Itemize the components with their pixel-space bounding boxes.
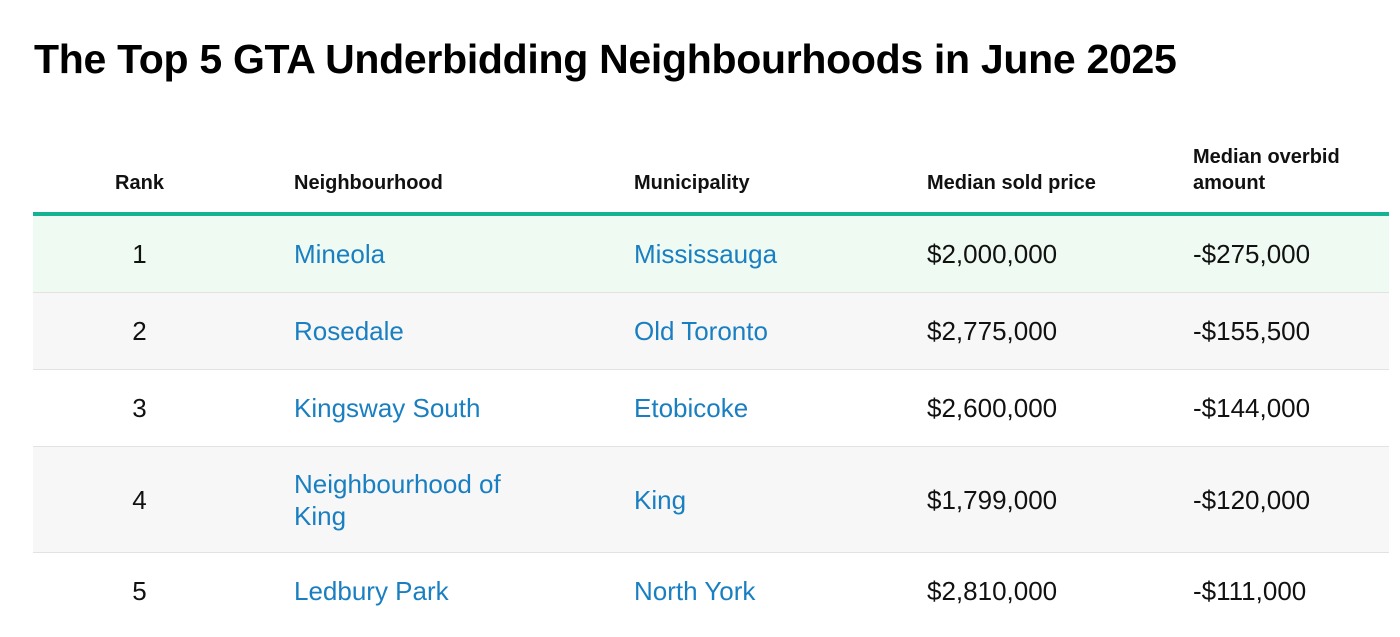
- municipality-link[interactable]: North York: [634, 576, 756, 606]
- table-row: 4 Neighbourhood of King King $1,799,000 …: [33, 447, 1389, 553]
- median-overbid-cell: -$111,000: [1193, 576, 1307, 606]
- page-title: The Top 5 GTA Underbidding Neighbourhood…: [34, 36, 1177, 82]
- median-sold-price-cell: $2,600,000: [927, 393, 1058, 423]
- header-rank[interactable]: Rank: [115, 172, 164, 194]
- neighbourhood-link[interactable]: Kingsway South: [294, 393, 481, 423]
- table-row: 3 Kingsway South Etobicoke $2,600,000 -$…: [33, 370, 1389, 447]
- rank-cell: 3: [132, 393, 147, 423]
- neighbourhood-link[interactable]: Ledbury Park: [294, 576, 449, 606]
- header-municipality[interactable]: Municipality: [634, 172, 750, 194]
- municipality-link[interactable]: King: [634, 484, 687, 515]
- neighbourhood-link[interactable]: Neighbourhood of King: [294, 468, 501, 531]
- header-median-sold-price[interactable]: Median sold price: [927, 172, 1096, 194]
- median-sold-price-cell: $2,775,000: [927, 316, 1058, 346]
- neighbourhood-link[interactable]: Rosedale: [294, 316, 404, 346]
- median-overbid-cell: -$120,000: [1193, 484, 1311, 515]
- municipality-link[interactable]: Old Toronto: [634, 316, 768, 346]
- table-header: Rank Neighbourhood Municipality Median s…: [33, 140, 1389, 216]
- underbidding-table: Rank Neighbourhood Municipality Median s…: [33, 140, 1389, 629]
- median-overbid-cell: -$275,000: [1193, 239, 1311, 269]
- table-row: 1 Mineola Mississauga $2,000,000 -$275,0…: [33, 216, 1389, 293]
- header-neighbourhood[interactable]: Neighbourhood: [294, 172, 443, 194]
- rank-cell: 1: [132, 239, 147, 269]
- municipality-link[interactable]: Etobicoke: [634, 393, 749, 423]
- rank-cell: 2: [132, 316, 147, 346]
- table-row: 2 Rosedale Old Toronto $2,775,000 -$155,…: [33, 293, 1389, 370]
- table-row: 5 Ledbury Park North York $2,810,000 -$1…: [33, 553, 1389, 629]
- header-median-overbid-amount[interactable]: Median overbid amount: [1193, 146, 1340, 194]
- median-sold-price-cell: $2,000,000: [927, 239, 1058, 269]
- municipality-link[interactable]: Mississauga: [634, 239, 778, 269]
- neighbourhood-link[interactable]: Mineola: [294, 239, 386, 269]
- median-overbid-cell: -$144,000: [1193, 393, 1311, 423]
- median-sold-price-cell: $1,799,000: [927, 484, 1058, 515]
- median-overbid-cell: -$155,500: [1193, 316, 1311, 346]
- median-sold-price-cell: $2,810,000: [927, 576, 1058, 606]
- rank-cell: 5: [132, 576, 147, 606]
- rank-cell: 4: [132, 484, 147, 515]
